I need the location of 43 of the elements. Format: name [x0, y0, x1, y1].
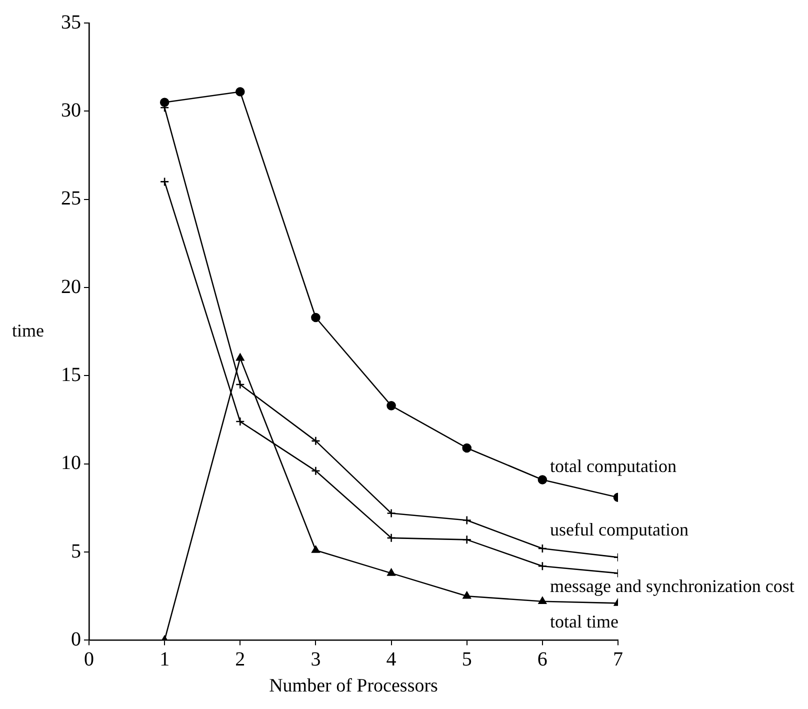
point — [538, 475, 548, 484]
y-tick-label: 30 — [61, 99, 81, 122]
point — [538, 544, 548, 554]
point — [386, 401, 396, 410]
y-axis-title: time — [12, 320, 44, 340]
x-tick-label: 5 — [462, 648, 472, 670]
y-tick-label: 35 — [61, 11, 81, 34]
point — [538, 561, 548, 571]
x-tick-label: 2 — [235, 648, 246, 670]
point — [387, 568, 396, 576]
point — [462, 591, 471, 599]
y-tick-label: 15 — [61, 364, 81, 386]
x-tick-label: 1 — [160, 648, 170, 670]
series-label: useful computation — [550, 520, 688, 540]
point — [311, 436, 320, 446]
x-tick-label: 3 — [310, 648, 321, 670]
series-label: total computation — [550, 456, 676, 476]
series-label: total time — [550, 611, 618, 632]
point — [386, 533, 396, 543]
x-tick-label: 4 — [386, 648, 396, 670]
point — [235, 416, 245, 426]
point — [235, 380, 245, 390]
point — [311, 312, 320, 322]
point — [160, 177, 170, 186]
point — [236, 353, 244, 361]
x-axis-title: Number of Processors — [269, 676, 438, 697]
point — [160, 98, 170, 108]
point — [462, 535, 472, 544]
point — [311, 466, 320, 476]
x-tick-label: 7 — [613, 648, 623, 670]
point — [462, 443, 472, 453]
point — [235, 87, 245, 96]
point — [538, 596, 547, 604]
series-label: message and synchronization cost — [550, 576, 794, 596]
point — [312, 546, 320, 553]
y-tick-label: 0 — [71, 628, 81, 650]
point — [462, 516, 472, 525]
y-tick-label: 25 — [61, 188, 81, 210]
y-tick-label: 5 — [71, 540, 81, 562]
x-tick-label: 6 — [537, 648, 548, 670]
y-tick-label: 20 — [61, 276, 81, 298]
y-tick-label: 10 — [61, 452, 81, 474]
point — [386, 508, 396, 518]
